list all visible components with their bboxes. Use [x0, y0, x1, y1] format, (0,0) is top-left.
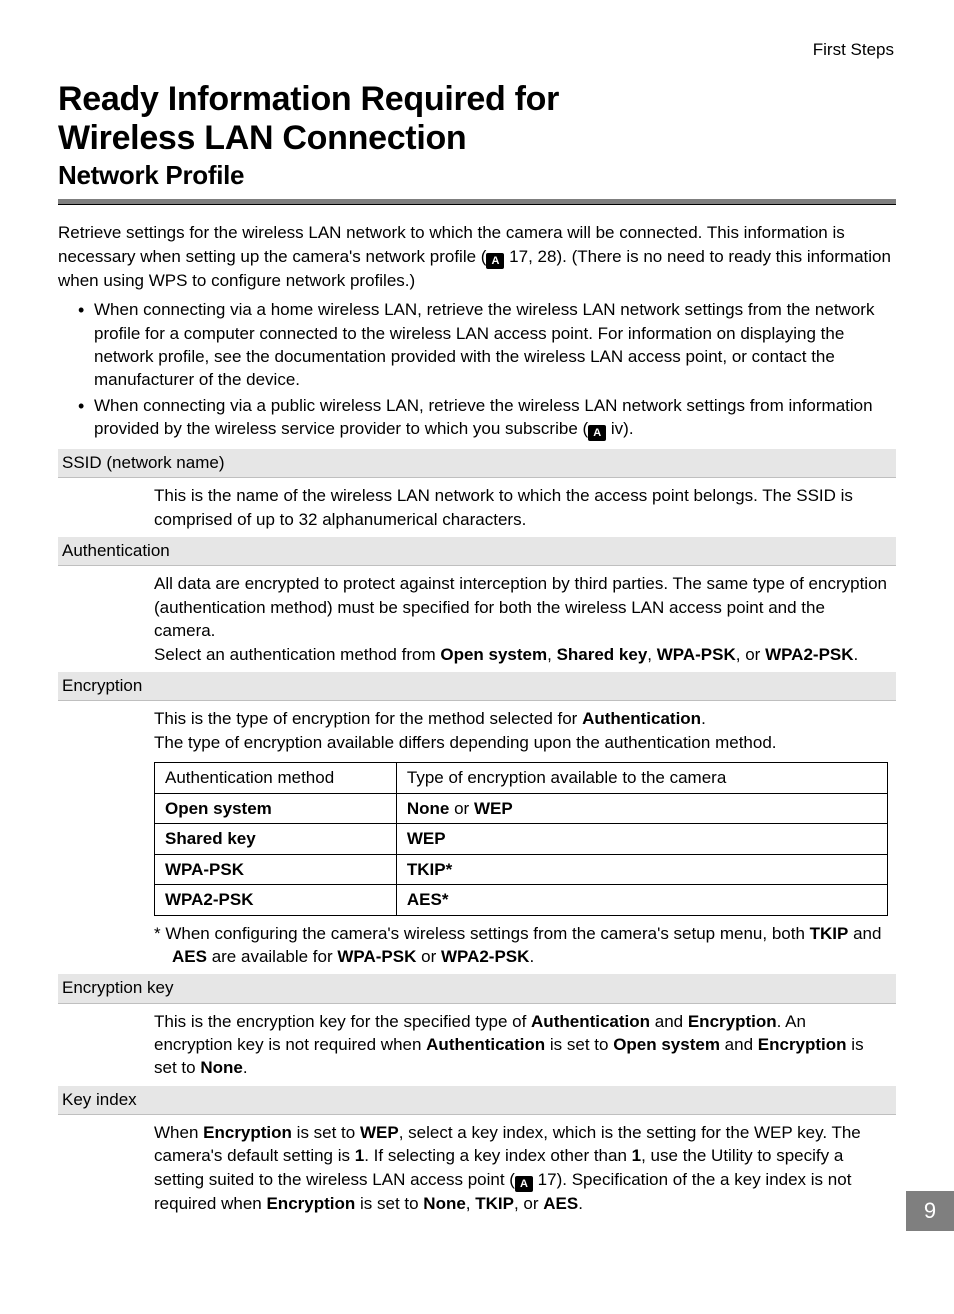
encryption-table: Authentication method Type of encryption…: [154, 762, 888, 915]
field-ssid-title: SSID (network name): [58, 449, 896, 478]
table-row: WPA2-PSK AES*: [155, 885, 888, 915]
table-row: Shared key WEP: [155, 824, 888, 854]
table-row: WPA-PSK TKIP*: [155, 854, 888, 884]
cell-method: WPA2-PSK: [155, 885, 397, 915]
cell-type: WEP: [396, 824, 887, 854]
intro-paragraph: Retrieve settings for the wireless LAN n…: [58, 221, 896, 292]
field-encryption: Encryption This is the type of encryptio…: [58, 672, 896, 974]
bullet-item-2: When connecting via a public wireless LA…: [78, 394, 896, 441]
title-rule: [58, 199, 896, 205]
auth-opt-wpa2: WPA2-PSK: [765, 645, 853, 664]
field-ssid-body: This is the name of the wireless LAN net…: [58, 478, 896, 537]
field-enckey-body: This is the encryption key for the speci…: [58, 1004, 896, 1086]
field-encryption-key: Encryption key This is the encryption ke…: [58, 974, 896, 1085]
page-number: 9: [906, 1191, 954, 1231]
bullet-item-1: When connecting via a home wireless LAN,…: [78, 298, 896, 392]
enc-body-post: .: [701, 709, 706, 728]
enc-body-line2: The type of encryption available differs…: [154, 733, 777, 752]
auth-opt-wpa: WPA-PSK: [657, 645, 736, 664]
enc-body-pre: This is the type of encryption for the m…: [154, 709, 582, 728]
field-enckey-title: Encryption key: [58, 974, 896, 1003]
field-auth-title: Authentication: [58, 537, 896, 566]
bullet-2-post: iv).: [606, 419, 633, 438]
field-key-index: Key index When Encryption is set to WEP,…: [58, 1086, 896, 1221]
chapter-title-line1: Ready Information Required for: [58, 80, 559, 118]
field-ssid: SSID (network name) This is the name of …: [58, 449, 896, 537]
col-auth-method: Authentication method: [155, 763, 397, 793]
breadcrumb: First Steps: [58, 40, 896, 60]
auth-body-line2-pre: Select an authentication method from: [154, 645, 440, 664]
cell-method: Shared key: [155, 824, 397, 854]
field-enc-body: This is the type of encryption for the m…: [58, 701, 896, 974]
encryption-footnote: * When configuring the camera's wireless…: [154, 922, 888, 969]
cell-method: Open system: [155, 793, 397, 823]
auth-opt-open: Open system: [440, 645, 547, 664]
auth-body-pre: All data are encrypted to protect agains…: [154, 574, 887, 640]
table-row: Open system None or WEP: [155, 793, 888, 823]
field-authentication: Authentication All data are encrypted to…: [58, 537, 896, 672]
cell-type: TKIP*: [396, 854, 887, 884]
bullet-2-pre: When connecting via a public wireless LA…: [94, 396, 873, 438]
cell-type: AES*: [396, 885, 887, 915]
field-auth-body: All data are encrypted to protect agains…: [58, 566, 896, 672]
page-reference-icon: A: [486, 253, 504, 269]
col-enc-type: Type of encryption available to the came…: [396, 763, 887, 793]
auth-opt-shared: Shared key: [557, 645, 648, 664]
field-keyindex-body: When Encryption is set to WEP, select a …: [58, 1115, 896, 1221]
section-title: Network Profile: [58, 160, 896, 191]
page-reference-icon: A: [588, 425, 606, 441]
intro-ref-pages: 17, 28).: [504, 247, 566, 266]
table-header-row: Authentication method Type of encryption…: [155, 763, 888, 793]
chapter-title-line2: Wireless LAN Connection: [58, 119, 466, 157]
chapter-title: Ready Information Required for Wireless …: [58, 80, 896, 158]
bullet-list: When connecting via a home wireless LAN,…: [58, 298, 896, 441]
field-enc-title: Encryption: [58, 672, 896, 701]
page-reference-icon: A: [515, 1176, 533, 1192]
field-keyindex-title: Key index: [58, 1086, 896, 1115]
enc-body-bold: Authentication: [582, 709, 701, 728]
cell-method: WPA-PSK: [155, 854, 397, 884]
cell-type: None or WEP: [396, 793, 887, 823]
